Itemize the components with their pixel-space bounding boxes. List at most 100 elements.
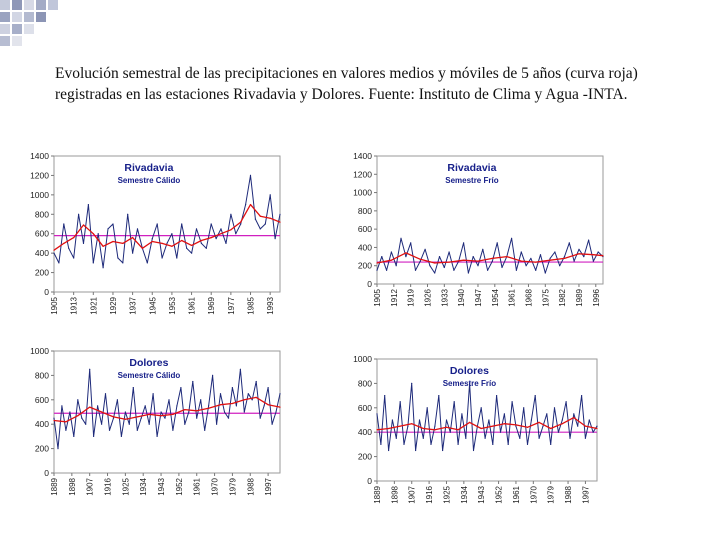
data-point-raw [171,233,173,235]
data-point-raw [58,262,60,264]
x-tick-label: 1934 [460,485,469,503]
chart-subtitle: Semestre Frío [443,379,496,388]
data-point-raw [523,407,525,409]
data-point-raw [205,247,207,249]
y-tick-label: 0 [367,476,372,486]
chart-subtitle: Semestre Cálido [118,176,181,185]
x-tick-label: 1979 [228,477,237,495]
data-point-raw [501,266,503,269]
data-point-raw [271,423,273,425]
y-tick-label: 200 [35,268,49,278]
data-point-moving-average [249,204,252,206]
data-point-raw [400,237,402,239]
data-point-raw [172,429,174,431]
data-point-raw [160,411,162,413]
data-point-raw [434,272,436,274]
x-tick-label: 1943 [157,477,166,495]
x-tick-label: 1979 [547,485,556,503]
data-point-moving-average [279,221,281,223]
x-tick-label: 1970 [211,477,220,495]
data-point-moving-average [240,221,242,223]
series-line-moving-average [53,203,281,251]
data-point-raw [132,387,134,389]
data-point-raw [204,429,206,431]
data-point-raw [223,411,226,413]
data-point-raw [245,204,247,206]
data-point-raw [127,213,129,215]
data-point-raw [53,417,55,419]
x-tick-label: 1934 [139,477,148,495]
data-point-moving-average [243,399,245,401]
data-point-raw [82,242,85,244]
data-point-moving-average [73,237,75,239]
x-tick-label: 1952 [495,485,504,503]
data-point-raw [191,252,193,254]
data-point-moving-average [219,404,222,406]
data-point-moving-average [592,254,594,256]
data-point-raw [438,395,440,397]
x-tick-label: 1977 [227,296,236,314]
data-point-raw [73,435,75,437]
data-point-raw [156,435,158,437]
x-tick-label: 1945 [148,296,157,314]
data-point-raw [210,223,212,225]
data-point-raw [192,380,194,383]
deco-square [0,36,10,46]
series-line-raw [376,382,598,451]
chart-rivadavia-calido: 0 200 400 600 800 1000 1200 1400 1905 1913 1921 192… [30,151,281,315]
y-tick-label: 800 [35,209,49,219]
x-tick-label: 1996 [592,288,601,306]
data-point-raw [530,419,532,421]
data-point-raw [124,411,126,413]
series-line-raw [53,368,281,450]
data-point-raw [132,252,134,254]
data-point-raw [418,419,421,421]
data-point-raw [188,411,190,413]
data-point-raw [515,425,517,427]
data-point-raw [264,223,266,225]
x-tick-label: 1905 [373,288,382,306]
x-tick-label: 1961 [188,296,197,314]
data-point-moving-average [503,423,505,425]
data-point-raw [156,223,158,225]
data-point-raw [511,401,513,403]
data-point-moving-average [561,423,563,425]
data-point-raw [89,368,91,370]
data-point-raw [120,435,122,437]
data-point-moving-average [480,427,482,430]
y-tick-label: 200 [358,261,372,271]
data-point-raw [78,213,80,215]
data-point-raw [243,411,245,413]
data-point-moving-average [411,423,413,425]
data-point-raw [180,387,182,389]
x-tick-label: 1961 [508,288,517,306]
data-point-raw [161,257,163,259]
deco-square [12,0,22,10]
data-point-raw [442,449,444,452]
chart-subtitle: Semestre Cálido [118,371,181,380]
series-line-moving-average [376,416,598,431]
data-point-moving-average [596,427,598,430]
series-line-moving-average [53,396,281,423]
x-tick-label: 1961 [193,477,202,495]
data-point-raw [583,256,585,258]
data-point-raw [410,242,412,244]
chart-dolores-frio: 0 200 400 600 800 1000 1889 1898 1907 1916 1925 193… [353,354,598,504]
x-tick-label: 1988 [564,485,573,503]
data-point-raw [87,204,89,206]
data-point-raw [239,368,241,370]
data-point-raw [415,449,417,452]
data-point-moving-average [220,233,222,235]
data-point-raw [388,449,390,452]
data-point-raw [231,387,233,389]
data-point-raw [568,242,570,244]
data-point-raw [592,431,594,433]
data-point-raw [507,443,509,445]
data-point-raw [469,382,471,384]
data-point-raw [53,252,55,254]
data-point-raw [597,251,599,253]
data-point-moving-average [535,261,537,263]
data-point-raw [561,419,563,421]
plot-area [53,350,281,474]
data-point-moving-average [208,407,210,409]
